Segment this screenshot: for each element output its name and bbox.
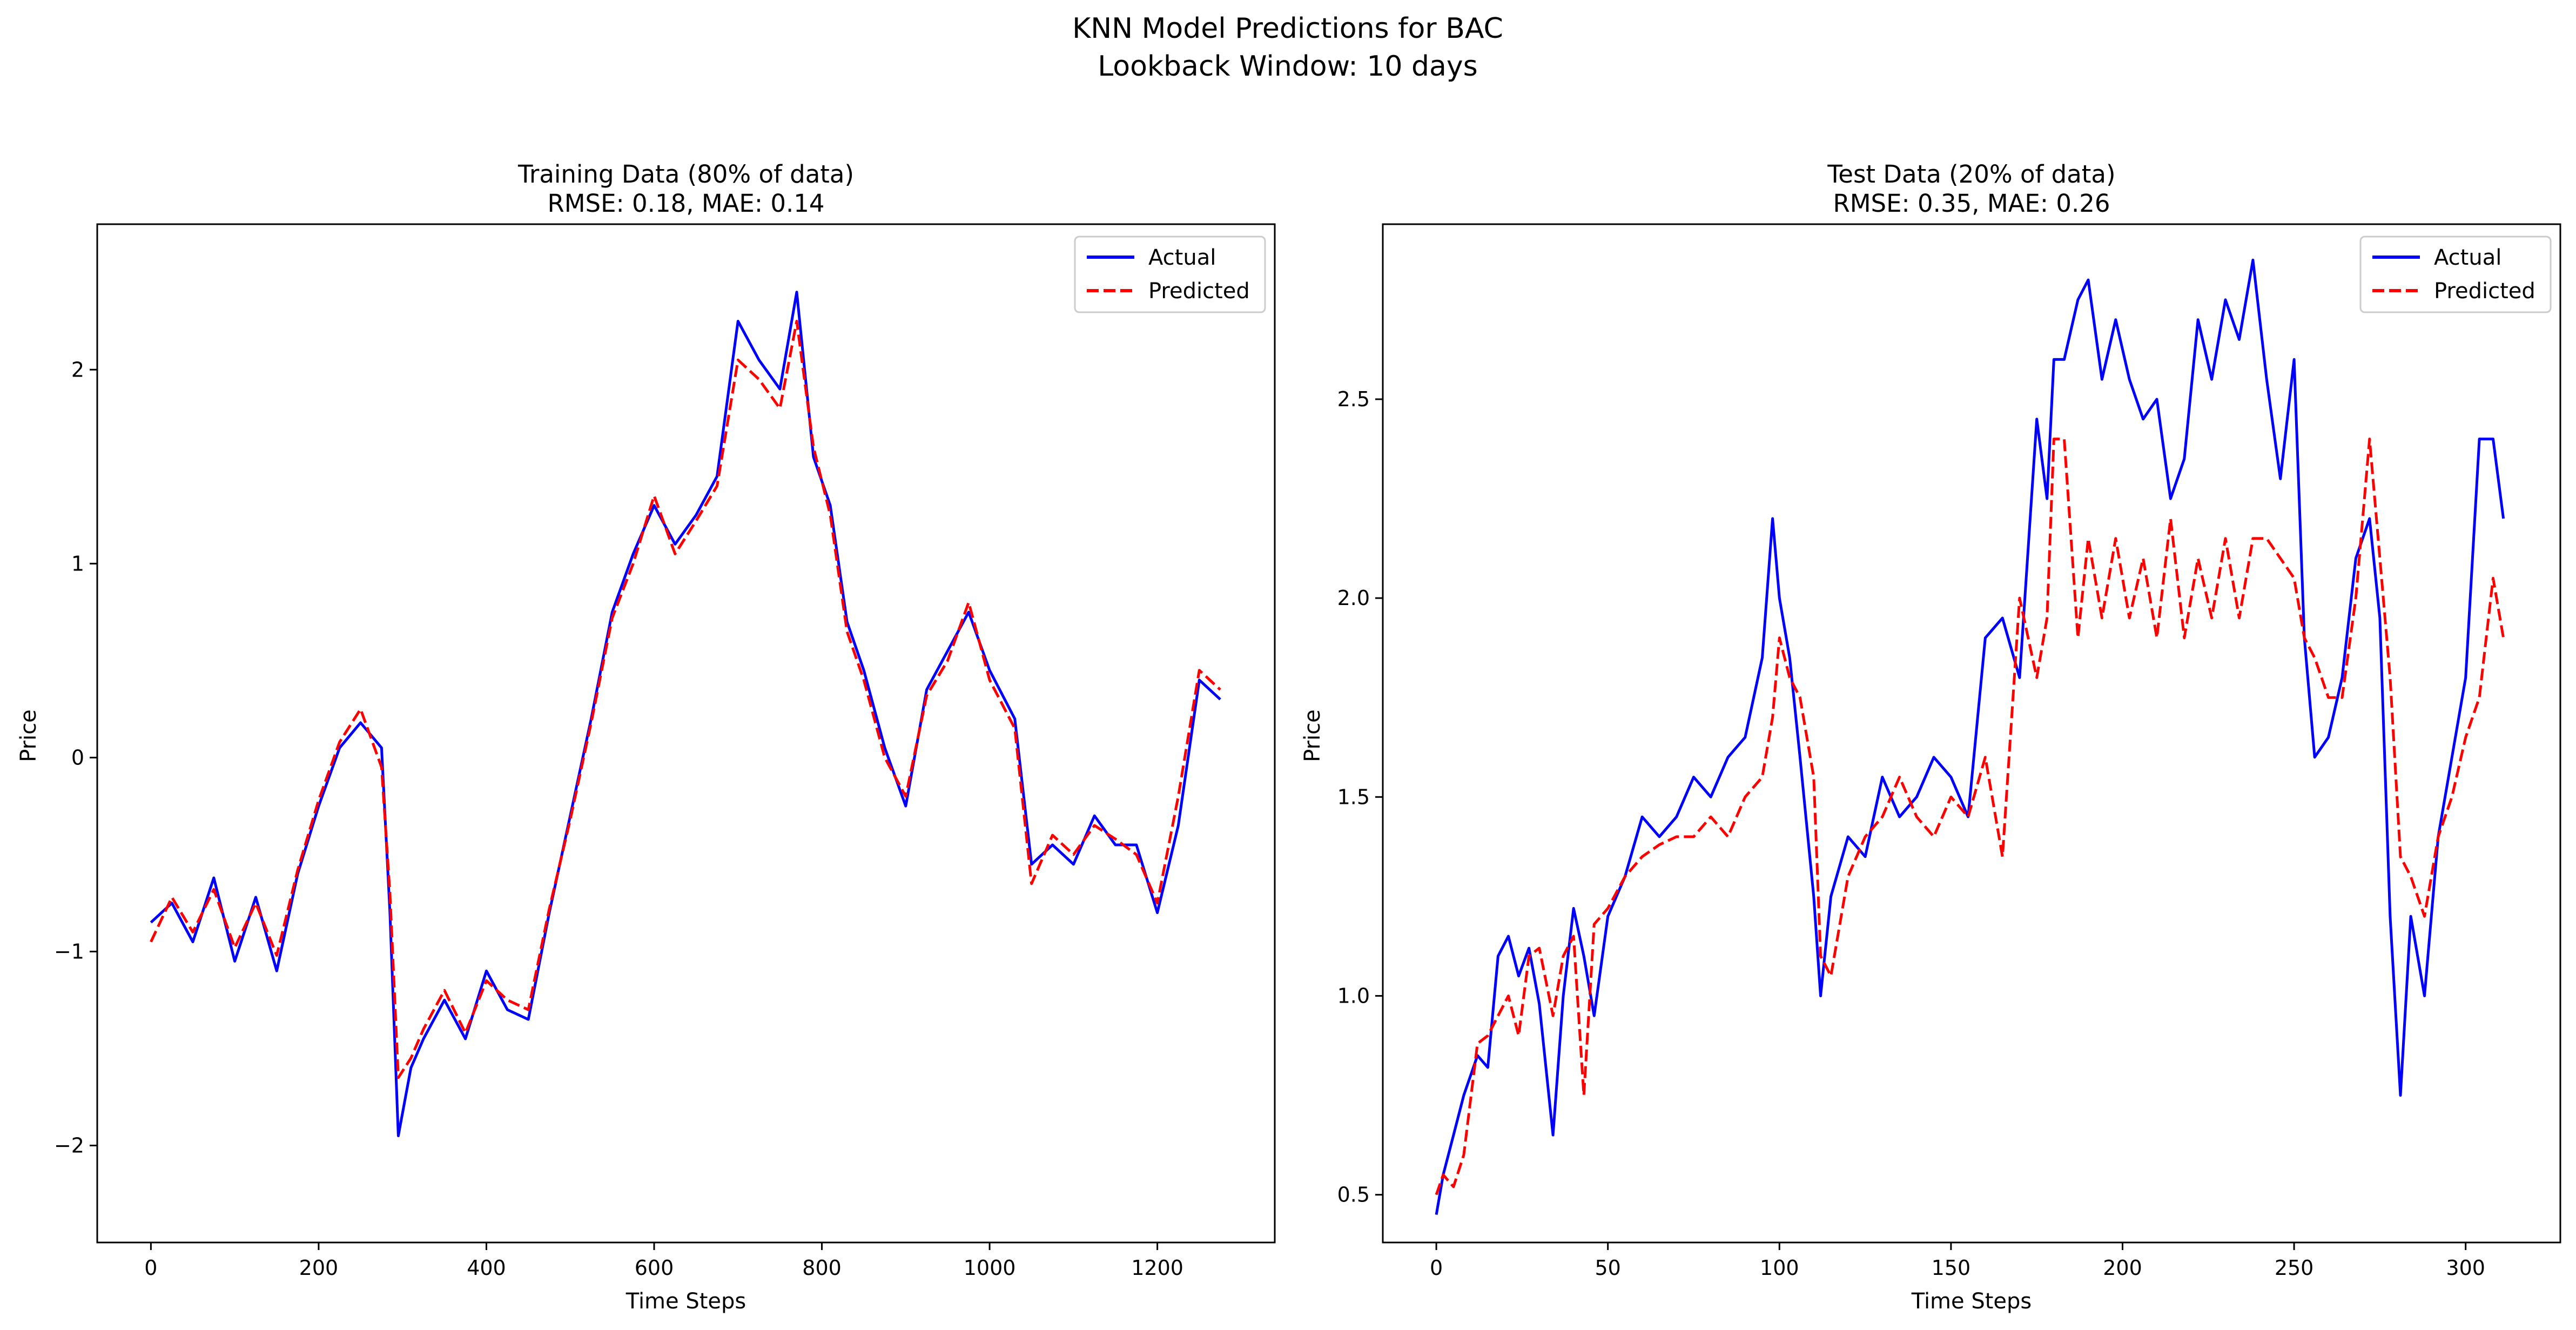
chart-test-title-line2: RMSE: 0.35, MAE: 0.26 [1833, 189, 2110, 218]
chart-test-ytick-label: 1.0 [1337, 984, 1370, 1007]
chart-test-series-predicted [1435, 438, 2505, 1195]
chart-test-xtick-label: 50 [1595, 1256, 1621, 1280]
chart-training-title-line2: RMSE: 0.18, MAE: 0.14 [547, 189, 824, 218]
chart-training-title-line1: Training Data (80% of data) [517, 160, 854, 189]
chart-training-xlabel: Time Steps [625, 1289, 746, 1314]
figure-suptitle-line1: KNN Model Predictions for BAC [1072, 12, 1503, 45]
chart-test-xtick-label: 250 [2275, 1256, 2314, 1280]
chart-test-legend-predicted-label: Predicted [2434, 279, 2535, 304]
chart-training-plot-area [150, 291, 1221, 1137]
chart-training-xtick-label: 600 [635, 1256, 674, 1280]
chart-test-ytick-label: 2.0 [1337, 586, 1370, 610]
chart-training-ticks: 0 200 400 600 800 1000 1200 −2 −1 0 1 2 [54, 358, 1183, 1280]
chart-training-xtick-label: 800 [802, 1256, 842, 1280]
chart-training-xtick-label: 1200 [1131, 1256, 1183, 1280]
chart-training-ylabel: Price [16, 709, 41, 762]
chart-training-xtick-label: 0 [144, 1256, 157, 1280]
chart-test-legend-actual-label: Actual [2434, 245, 2501, 270]
chart-test-ytick-label: 2.5 [1337, 387, 1370, 411]
chart-training-xtick-label: 1000 [964, 1256, 1016, 1280]
chart-training-ytick-label: 2 [71, 358, 84, 381]
chart-training-legend-predicted-label: Predicted [1148, 279, 1250, 304]
chart-training-ytick-label: 1 [71, 552, 84, 575]
chart-test-xtick-label: 300 [2446, 1256, 2485, 1280]
chart-test-series-actual [1435, 258, 2505, 1215]
chart-training-legend: Actual Predicted [1074, 236, 1266, 313]
chart-training-ytick-label: −2 [54, 1133, 84, 1157]
chart-training: Training Data (80% of data) RMSE: 0.18, … [16, 160, 1276, 1314]
chart-test: Test Data (20% of data) RMSE: 0.35, MAE:… [1300, 160, 2561, 1314]
chart-training-legend-actual-label: Actual [1148, 245, 1216, 270]
chart-training-axes-frame [96, 223, 1276, 1244]
chart-test-xtick-label: 0 [1430, 1256, 1443, 1280]
chart-test-ylabel: Price [1300, 709, 1325, 762]
chart-test-xtick-label: 150 [1932, 1256, 1971, 1280]
chart-test-ytick-label: 1.5 [1337, 785, 1370, 809]
chart-training-ytick-label: −1 [54, 939, 84, 963]
figure-suptitle-line2: Lookback Window: 10 days [1098, 50, 1478, 83]
chart-training-xtick-label: 400 [467, 1256, 506, 1280]
chart-test-ytick-label: 0.5 [1337, 1183, 1370, 1207]
chart-training-ytick-label: 0 [71, 745, 84, 769]
chart-test-legend: Actual Predicted [2359, 236, 2552, 313]
chart-test-xlabel: Time Steps [1911, 1289, 2032, 1314]
chart-training-series-predicted [150, 320, 1221, 1079]
chart-test-xtick-label: 100 [1760, 1256, 1799, 1280]
chart-training-series-actual [150, 291, 1221, 1137]
chart-test-title-line1: Test Data (20% of data) [1827, 160, 2115, 189]
chart-test-xtick-label: 200 [2103, 1256, 2142, 1280]
chart-training-xtick-label: 200 [299, 1256, 339, 1280]
chart-test-ticks: 0 50 100 150 200 250 300 0.5 1.0 1.5 2.0 2.5 [1337, 387, 2485, 1280]
chart-test-axes-frame [1382, 223, 2561, 1244]
chart-test-plot-area [1435, 258, 2505, 1215]
